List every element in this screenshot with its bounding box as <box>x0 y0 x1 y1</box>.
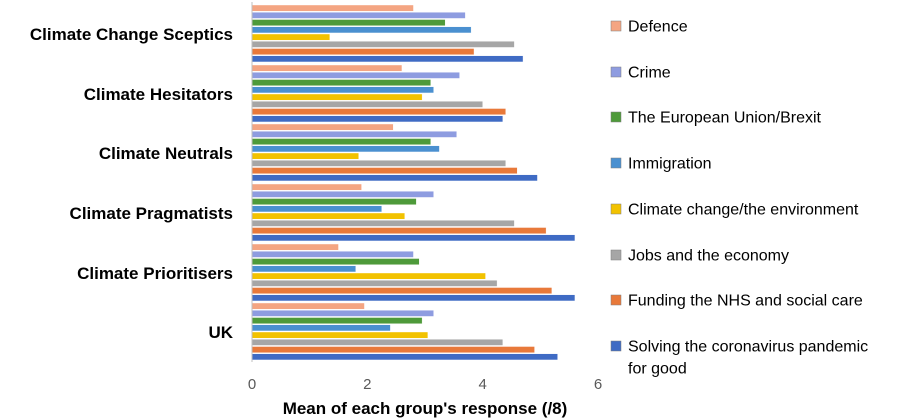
bar-1-6 <box>251 41 515 48</box>
bar-6-3 <box>251 317 423 324</box>
bar-4-1 <box>251 183 362 191</box>
bar-5-7 <box>251 287 553 294</box>
bar-3-1 <box>251 123 394 131</box>
bar-2-6 <box>251 101 483 108</box>
bar-5-2 <box>251 251 414 258</box>
bar-5-4 <box>251 265 357 273</box>
bar-1-8 <box>251 55 524 63</box>
x-tick-label: 2 <box>363 376 371 393</box>
bar-4-5 <box>251 212 406 220</box>
bar-1-7 <box>251 48 475 55</box>
bar-6-1 <box>251 302 365 310</box>
legend-swatch <box>610 157 622 169</box>
bar-4-4 <box>251 205 382 213</box>
legend-swatch <box>610 111 622 123</box>
x-tick-label: 4 <box>479 376 487 393</box>
legend-swatch <box>610 66 622 78</box>
bar-5-5 <box>251 272 486 280</box>
bar-3-5 <box>251 152 359 160</box>
bar-1-3 <box>251 19 446 26</box>
bar-6-7 <box>251 346 535 353</box>
x-tick-labels: 0 2 4 6 <box>248 376 602 393</box>
x-tick-label: 0 <box>248 376 256 393</box>
bar-5-6 <box>251 280 498 287</box>
x-axis-title: Mean of each group's response (/8) <box>283 399 568 418</box>
bar-6-5 <box>251 331 429 339</box>
legend-label: Defence <box>628 19 688 36</box>
bar-2-3 <box>251 79 431 86</box>
bar-4-3 <box>251 198 417 205</box>
legend-label: Immigration <box>628 156 712 173</box>
bar-3-2 <box>251 131 457 138</box>
bar-2-1 <box>251 64 403 72</box>
legend-swatch <box>610 249 622 261</box>
bar-1-2 <box>251 12 466 19</box>
bar-1-1 <box>251 4 414 12</box>
bar-2-7 <box>251 108 506 115</box>
legend-swatch <box>610 340 622 352</box>
bar-3-8 <box>251 174 538 182</box>
bar-4-2 <box>251 191 434 198</box>
bar-4-8 <box>251 234 576 242</box>
bar-5-3 <box>251 258 420 265</box>
category-label: Climate Hesitators <box>84 85 233 104</box>
legend-swatch <box>610 294 622 306</box>
bar-3-4 <box>251 145 440 153</box>
category-label: UK <box>208 323 233 342</box>
bar-6-8 <box>251 353 558 361</box>
category-label: Climate Prioritisers <box>77 264 233 283</box>
bar-6-4 <box>251 324 391 332</box>
category-label: Climate Pragmatists <box>70 204 233 223</box>
legend-label: Jobs and the economy <box>628 248 789 265</box>
bar-3-3 <box>251 138 431 145</box>
category-label: Climate Neutrals <box>99 144 233 163</box>
bar-5-1 <box>251 243 339 251</box>
legend: Defence Crime The European Union/Brexit Imm… <box>610 19 868 378</box>
bar-3-7 <box>251 167 518 174</box>
bar-4-6 <box>251 220 515 227</box>
bar-5-8 <box>251 294 576 302</box>
bar-6-2 <box>251 310 434 317</box>
bar-6-6 <box>251 339 504 346</box>
bar-2-8 <box>251 115 504 123</box>
bar-2-2 <box>251 72 460 79</box>
legend-label: Climate change/the environment <box>628 202 859 219</box>
legend-label: Solving the coronavirus pandemic for good <box>628 339 868 378</box>
bar-1-5 <box>251 33 331 41</box>
bar-4-7 <box>251 227 547 234</box>
x-tick-label: 6 <box>594 376 602 393</box>
bar-1-4 <box>251 26 472 34</box>
legend-swatch <box>610 20 622 32</box>
legend-label: The European Union/Brexit <box>628 110 822 127</box>
bar-2-4 <box>251 86 434 94</box>
legend-label: Crime <box>628 65 671 82</box>
category-labels: Climate Change Sceptics Climate Hesitator… <box>30 25 234 342</box>
bar-2-5 <box>251 93 423 101</box>
bar-3-6 <box>251 160 506 167</box>
legend-label: Funding the NHS and social care <box>628 293 863 310</box>
bars-layer <box>251 2 576 362</box>
category-label: Climate Change Sceptics <box>30 25 233 44</box>
legend-swatch <box>610 203 622 215</box>
